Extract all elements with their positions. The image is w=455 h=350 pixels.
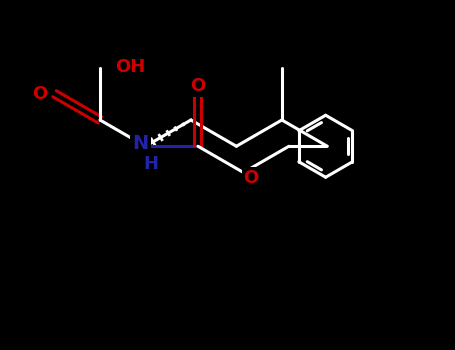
Text: O: O <box>243 168 258 187</box>
Text: N: N <box>132 134 149 153</box>
Text: O: O <box>32 85 47 103</box>
Text: H: H <box>143 155 158 173</box>
Text: OH: OH <box>115 58 145 77</box>
Text: O: O <box>190 77 206 95</box>
